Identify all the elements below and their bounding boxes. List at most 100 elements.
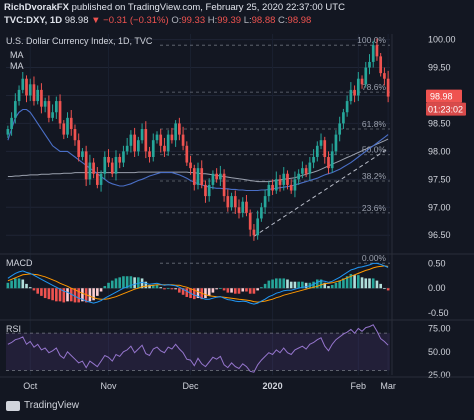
candle [47,101,51,118]
candle [84,151,88,180]
macd-histogram-bar [17,278,21,289]
macd-histogram-bar [103,286,107,289]
macd-histogram-bar [196,288,200,299]
macd-histogram-bar [21,279,25,289]
low-value: 98.88 [251,15,276,26]
macd-histogram-bar [304,282,308,289]
candle [43,101,47,107]
rsi-band [6,333,390,371]
price-tick-label: 98.00 [428,146,451,156]
fib-level-label: 0.00% [362,253,387,263]
macd-histogram-bar [353,275,356,289]
macd-histogram-bar [181,288,185,295]
macd-histogram-bar [43,288,47,299]
macd-histogram-bar [386,288,390,291]
candle [383,73,386,79]
candle [148,151,151,157]
candle [256,218,259,236]
candle [371,45,375,62]
macd-histogram-bar [293,281,297,289]
candle [278,179,282,185]
macd-histogram-bar [144,281,148,289]
macd-histogram-bar [166,288,170,290]
macd-histogram-bar [174,288,177,290]
fib-level-label: 23.6% [362,203,387,213]
candle [263,196,267,208]
candle [386,78,390,97]
macd-histogram-bar [267,280,271,289]
macd-histogram-bar [219,288,222,290]
price-change: ▼ −0.31 (−0.31%) [91,15,169,26]
macd-histogram-bar [289,281,293,289]
rsi-tick-label: 50.00 [428,347,451,357]
macd-histogram-bar [73,288,77,303]
candle [28,84,32,96]
publish-line-rest: published on TradingView.com, February 2… [68,2,345,13]
candle [364,67,368,85]
candle [200,168,204,185]
macd-histogram-bar [211,288,215,293]
macd-label: MACD [6,258,33,268]
candle [140,129,144,141]
macd-tick-label: 0.00 [428,283,446,293]
candle [219,173,222,180]
time-tick-label: Oct [23,381,38,391]
price-tick-label: 100.00 [428,35,456,45]
macd-histogram-bar [96,288,99,296]
candle [315,145,319,157]
candle [189,162,192,169]
fib-level-label: 100.0% [357,35,386,45]
last-price-tag-label: 98.98 [430,92,453,102]
macd-histogram-bar [256,288,259,291]
candle [73,129,77,141]
candle [289,184,293,191]
candle [54,101,58,113]
candle [345,101,349,113]
candle [81,151,84,157]
macd-histogram-bar [40,288,43,296]
macd-histogram-bar [66,288,69,302]
macd-histogram-bar [114,278,118,289]
candle [349,89,353,102]
candle [293,179,297,191]
candle [353,89,356,96]
price-tick-label: 98.50 [428,118,451,128]
candle [103,156,107,174]
macd-histogram-bar [245,288,248,292]
macd-histogram-bar [107,282,110,289]
symbol-name[interactable]: TVC:DXY, 1D [4,15,63,26]
candle [271,184,274,191]
countdown-tag-label: 01:23:02 [428,105,463,115]
fib-level-label: 61.8% [362,119,387,129]
candle [334,134,338,152]
candle [110,162,114,174]
candle [107,156,110,163]
macd-tick-label: -0.50 [428,308,449,318]
candle [88,162,92,180]
open-label: O: [171,15,182,26]
candle [36,89,40,102]
candle [226,196,230,208]
candle [222,173,226,197]
macd-histogram-bar [330,284,334,289]
candle [207,184,211,197]
footer-brand: TradingView [24,400,80,411]
candle [125,145,129,152]
candle [379,56,383,74]
macd-histogram-bar [140,278,144,289]
macd-histogram-bar [226,288,230,293]
low-label: L: [243,15,252,26]
macd-histogram-bar [282,278,286,289]
rsi-tick-label: 75.00 [428,324,451,334]
candle [32,84,36,102]
dxy-chart[interactable]: 100.0% 78.6% 61.8% 50.0% 38.2% 23.6% 0.00% U.S.… [0,0,474,400]
candle [69,117,73,130]
macd-histogram-bar [110,280,114,289]
macd-histogram-bar [159,287,163,289]
candle [118,156,122,163]
macd-histogram-bar [233,288,237,294]
candle [319,140,323,146]
candle [282,173,286,185]
candle [248,212,252,230]
macd-histogram-bar [271,279,274,289]
